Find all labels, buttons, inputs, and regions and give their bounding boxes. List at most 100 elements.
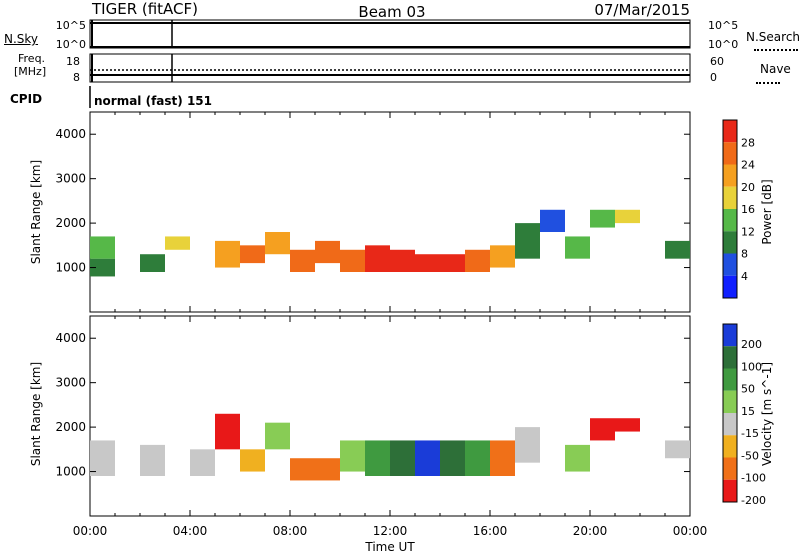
freq-label-1: Freq. xyxy=(18,52,46,65)
velocity-cell xyxy=(190,449,215,476)
freq-tick-top: 18 xyxy=(66,55,80,68)
velocity-cell xyxy=(590,418,615,441)
power-cell xyxy=(490,245,515,268)
power-cell xyxy=(440,254,465,272)
velocity-colorbar-swatch xyxy=(723,413,737,436)
power-cell xyxy=(365,245,390,272)
velocity-colorbar-frame xyxy=(722,323,738,503)
power-cell xyxy=(265,232,290,255)
power-colorbar-tick: 12 xyxy=(741,225,755,238)
x-tick-label: 08:00 xyxy=(273,524,308,538)
velocity-cell xyxy=(490,440,515,476)
velocity-colorbar-swatch xyxy=(723,435,737,458)
velocity-colorbar-swatch xyxy=(723,390,737,413)
power-cell xyxy=(240,245,265,264)
velocity-colorbar-tick: 15 xyxy=(741,405,755,418)
x-tick-label: 00:00 xyxy=(73,524,108,538)
power-cell xyxy=(590,209,615,228)
power-ytick-label: 1000 xyxy=(55,261,86,275)
velocity-cell xyxy=(215,413,240,450)
freq-label-2: [MHz] xyxy=(14,65,47,78)
nave-tick-top: 60 xyxy=(710,55,724,68)
power-cell xyxy=(90,236,115,259)
power-colorbar-swatch xyxy=(723,253,737,276)
velocity-ytick-label: 4000 xyxy=(55,331,86,345)
power-cell xyxy=(465,249,490,272)
velocity-colorbar-tick: -100 xyxy=(741,472,766,485)
power-ytick-label: 4000 xyxy=(55,127,86,141)
velocity-colorbar-swatch xyxy=(723,479,737,502)
beam-title: Beam 03 xyxy=(358,3,426,21)
nsearch-tick-top: 10^5 xyxy=(708,19,739,32)
velocity-cell xyxy=(340,440,365,472)
velocity-cell xyxy=(365,440,390,476)
velocity-colorbar-tick: 50 xyxy=(741,383,755,396)
power-cell xyxy=(390,249,415,272)
velocity-colorbar-swatch xyxy=(723,346,737,369)
x-tick-label: 20:00 xyxy=(573,524,608,538)
velocity-colorbar-tick: -15 xyxy=(741,427,759,440)
power-colorbar-swatch xyxy=(723,186,737,209)
nave-legend-line xyxy=(756,80,780,84)
x-tick-label: 12:00 xyxy=(373,524,408,538)
power-cell xyxy=(315,240,340,264)
x-axis-label: Time UT xyxy=(365,540,415,554)
nsearch-label: N.Search xyxy=(746,30,800,44)
freq-tick-bottom: 8 xyxy=(73,71,80,84)
nsearch-legend-line xyxy=(754,47,798,51)
nave-tick-bottom: 0 xyxy=(710,71,717,84)
power-colorbar-swatch xyxy=(723,142,737,165)
power-ytick-label: 2000 xyxy=(55,216,86,230)
nave-label: Nave xyxy=(760,62,791,76)
velocity-cell xyxy=(90,440,115,476)
power-cell xyxy=(215,240,240,268)
power-colorbar-swatch xyxy=(723,120,737,143)
velocity-colorbar-tick: 200 xyxy=(741,338,762,351)
power-colorbar-swatch xyxy=(723,209,737,232)
power-cell xyxy=(665,240,690,259)
power-colorbar-frame xyxy=(722,119,738,299)
nsky-panel-frame xyxy=(89,19,691,49)
cpid-label: CPID xyxy=(10,92,43,106)
power-colorbar-swatch xyxy=(723,231,737,254)
power-cell xyxy=(415,254,440,272)
cpid-text: normal (fast) 151 xyxy=(94,94,212,108)
x-tick-label: 00:00 xyxy=(673,524,708,538)
x-tick-label: 16:00 xyxy=(473,524,508,538)
power-cell xyxy=(565,236,590,259)
velocity-colorbar-swatch xyxy=(723,457,737,480)
radar-title: TIGER (fitACF) xyxy=(92,0,199,18)
velocity-colorbar-swatch xyxy=(723,368,737,391)
power-colorbar-tick: 24 xyxy=(741,159,755,172)
power-cell xyxy=(165,236,190,250)
power-colorbar-swatch xyxy=(723,164,737,187)
velocity-colorbar-tick: -50 xyxy=(741,449,759,462)
nsky-tick-top: 10^5 xyxy=(55,19,86,32)
velocity-colorbar-tick: 100 xyxy=(741,360,762,373)
velocity-cell xyxy=(440,440,465,476)
velocity-cell xyxy=(265,422,290,450)
velocity-colorbar-swatch xyxy=(723,324,737,347)
velocity-colorbar-tick: -200 xyxy=(741,494,766,507)
velocity-ytick-label: 1000 xyxy=(55,465,86,479)
freq-panel-frame xyxy=(89,53,691,83)
power-cell xyxy=(90,258,115,277)
velocity-cell xyxy=(665,440,690,459)
velocity-cell xyxy=(140,444,165,476)
power-colorbar-tick: 20 xyxy=(741,181,755,194)
nsearch-tick-bottom: 10^0 xyxy=(708,38,739,51)
velocity-cell xyxy=(315,458,340,481)
date-title: 07/Mar/2015 xyxy=(594,1,690,19)
power-cell xyxy=(290,249,315,272)
velocity-cell xyxy=(390,440,415,476)
power-ytick-label: 3000 xyxy=(55,172,86,186)
velocity-cell xyxy=(615,418,640,432)
power-cell xyxy=(515,223,540,259)
x-tick-label: 04:00 xyxy=(173,524,208,538)
power-colorbar-tick: 8 xyxy=(741,248,748,261)
nsky-label: N.Sky xyxy=(4,32,39,46)
velocity-ytick-label: 2000 xyxy=(55,420,86,434)
velocity-cell xyxy=(240,449,265,472)
velocity-cell xyxy=(515,427,540,463)
